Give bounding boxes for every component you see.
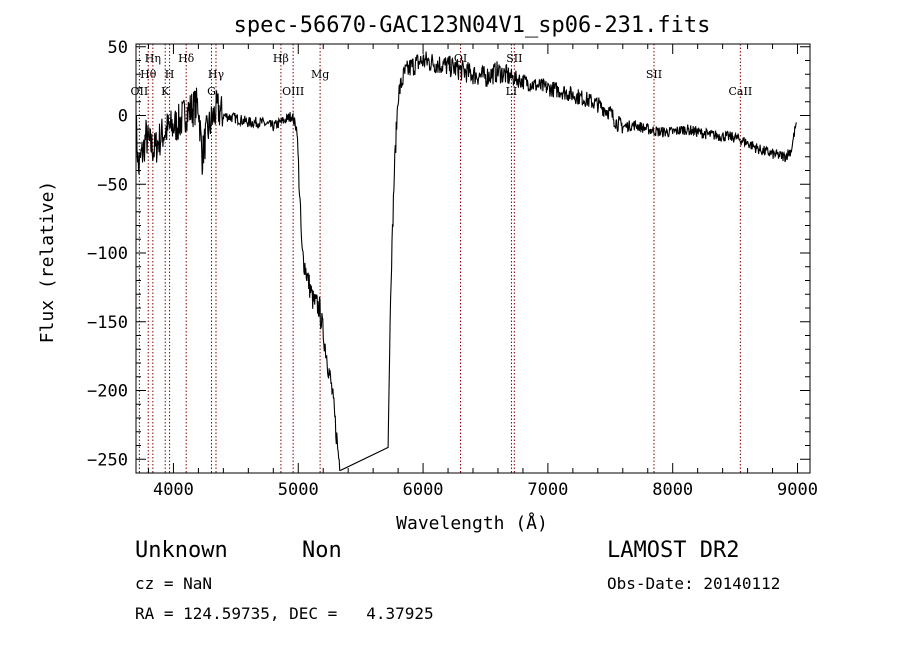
spectrum-line [135,51,797,471]
x-tick-label-3: 7000 [527,480,568,500]
line-label-10: Mg [311,68,329,81]
coordinates: RA = 124.59735, DEC = 4.37925 [135,604,434,623]
y-tick-label-3: −100 [87,244,128,264]
spectral-line-markers [138,44,741,473]
line-label-14: SII [646,68,662,81]
line-label-13: SII [506,52,522,65]
redshift-value: cz = NaN [135,574,213,593]
x-axis: 4000 5000 6000 7000 8000 9000 [147,44,818,500]
x-tick-label-1: 5000 [278,480,319,500]
x-tick-label-5: 9000 [777,480,818,500]
x-tick-label-0: 4000 [153,480,194,500]
x-axis-label: Wavelength (Å) [396,512,548,534]
y-tick-label-4: −150 [87,313,128,333]
line-label-15: CaII [729,85,753,98]
line-label-12: LI [506,85,518,98]
y-tick-label-6: −250 [87,450,128,470]
chart-title: spec-56670-GAC123N04V1_sp06-231.fits [234,13,711,38]
line-label-9: OIII [282,85,304,98]
y-tick-label-5: −200 [87,382,128,402]
plot-frame [135,43,811,474]
class-label: Unknown [135,538,228,563]
line-label-0: OII [131,85,149,98]
y-axis: 50 0 −50 −100 −150 −200 −250 [87,38,810,470]
line-label-3: K [161,85,170,98]
subclass-label: Non [302,538,342,563]
line-label-2: Hη [145,52,161,65]
line-label-4: H [165,68,175,81]
line-label-5: Hδ [178,52,195,65]
survey-label: LAMOST DR2 [607,538,740,563]
y-tick-label-2: −50 [97,175,128,195]
line-label-8: Hβ [273,52,289,65]
y-axis-label: Flux (relative) [37,181,58,344]
obs-date: Obs-Date: 20140112 [607,574,781,593]
y-tick-label-1: 0 [118,107,128,127]
line-label-7: Hγ [208,68,225,81]
x-tick-label-4: 8000 [652,480,693,500]
x-tick-label-2: 6000 [403,480,444,500]
y-tick-label-0: 50 [108,38,128,58]
spectrum-series [135,51,797,471]
line-label-6: G [207,85,216,98]
line-label-1: Hθ [140,68,157,81]
